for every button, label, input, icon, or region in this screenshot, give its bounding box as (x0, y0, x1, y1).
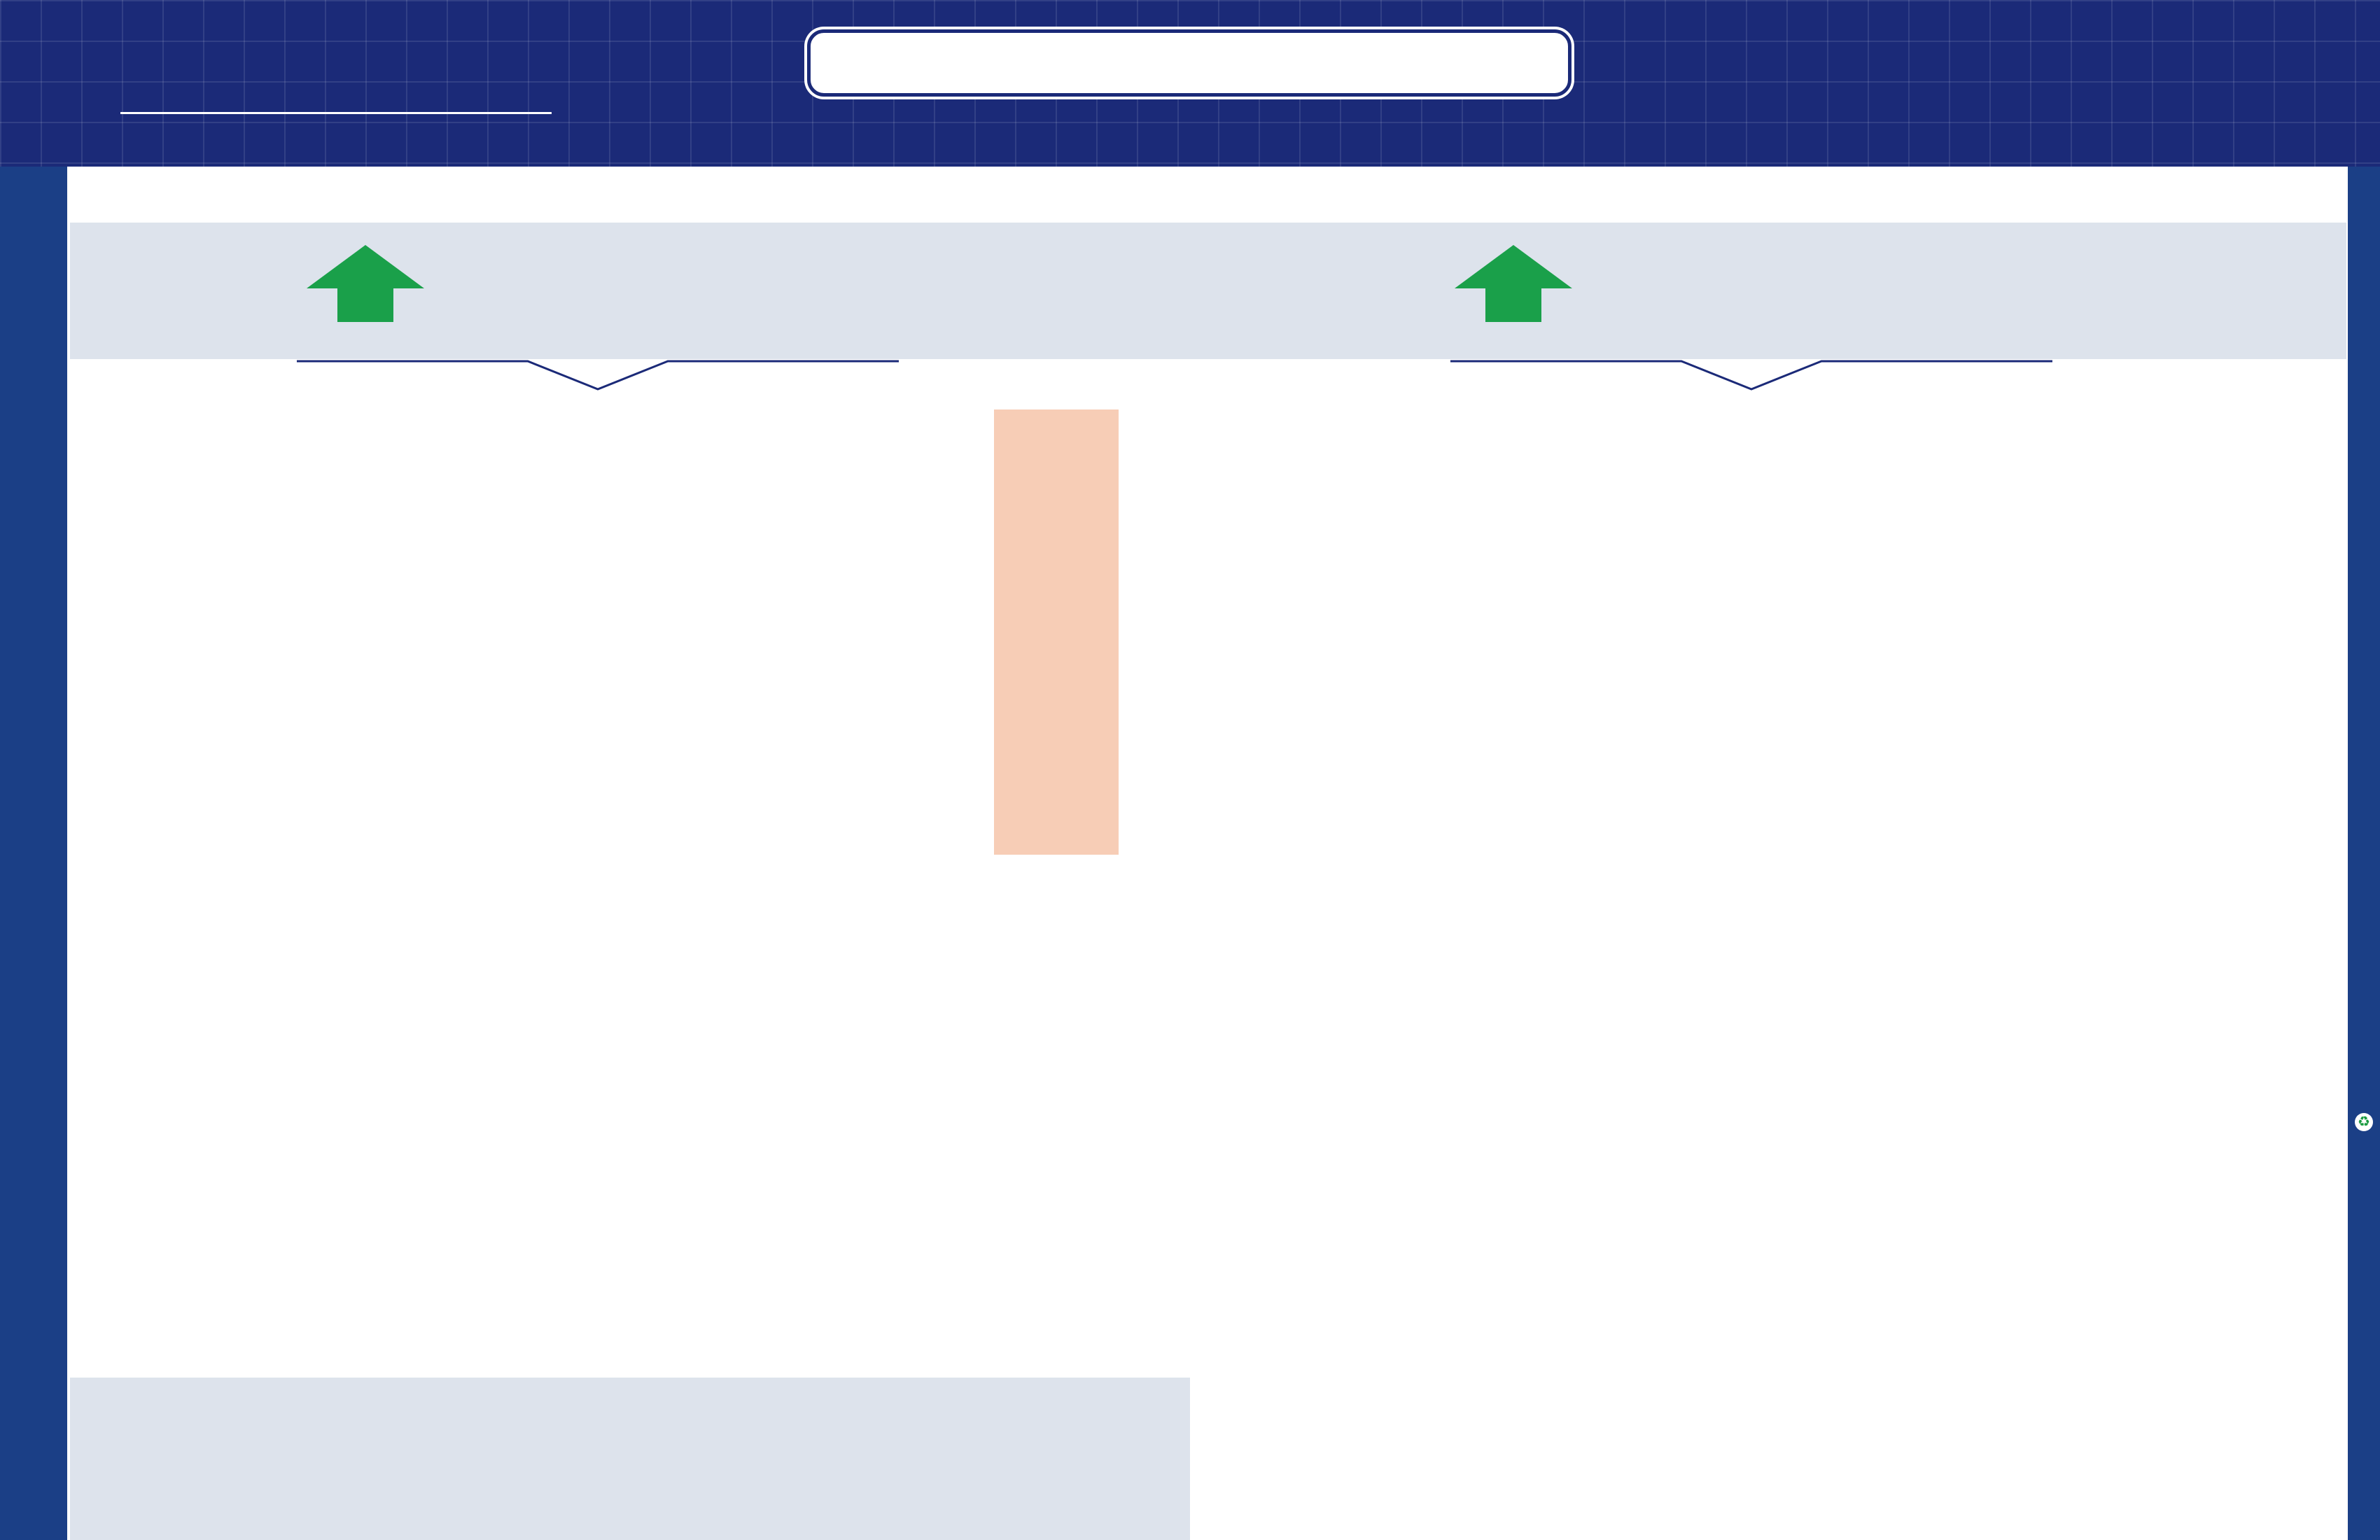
logo-underline (120, 112, 552, 114)
right-up-arrow-icon (1455, 245, 1572, 322)
left-pointer-line (297, 360, 899, 391)
right-pointer-line (1450, 360, 2052, 391)
recycle-icon: ♻ (2355, 1113, 2373, 1131)
supply-column (994, 410, 1119, 855)
trend-band (70, 223, 2346, 359)
left-side-strip (0, 167, 67, 1540)
agent-address-box (807, 29, 1572, 97)
left-up-arrow-icon (307, 245, 424, 322)
right-side-strip: ♻ (2348, 167, 2380, 1540)
summary-box (70, 1378, 1190, 1540)
